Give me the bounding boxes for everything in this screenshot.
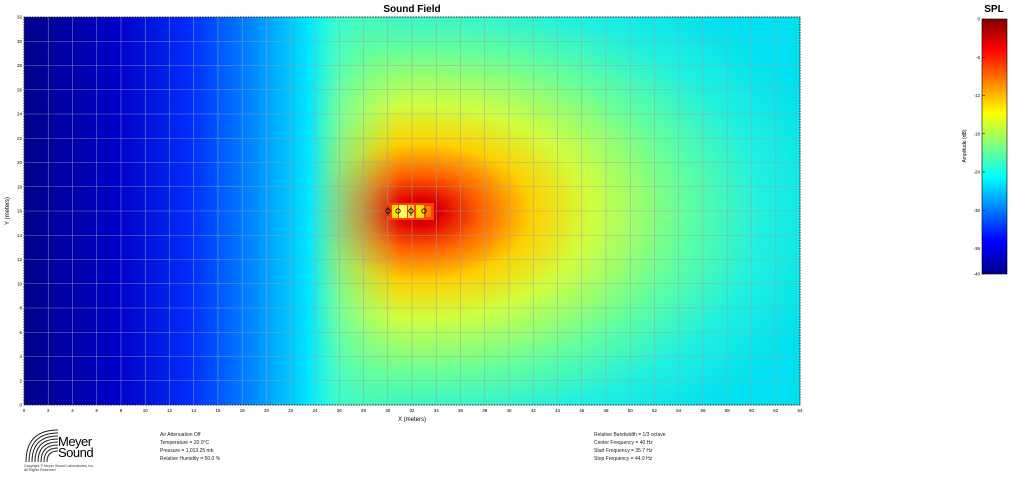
y-tick-label: 28 (17, 63, 23, 68)
logo-waves-icon (25, 429, 58, 462)
x-tick-label: 34 (434, 408, 440, 413)
x-tick-label: 30 (385, 408, 391, 413)
x-axis-ticks: 0 2 4 6 8 10 12 14 16 18 20 22 24 26 28 30 32 34 36 38 40 42 4… (23, 408, 803, 413)
x-tick-label: 16 (215, 408, 221, 413)
x-tick-label: 14 (191, 408, 197, 413)
x-tick-label: 12 (167, 408, 173, 413)
logo-rights: All Rights Reserved (24, 468, 56, 472)
info-center-frequency: Center Frequency = 40 Hz (594, 440, 653, 446)
y-tick-label: 12 (17, 257, 23, 262)
info-stop-frequency: Stop Frequency = 44.9 Hz (594, 456, 653, 462)
plot-frame (23, 16, 801, 406)
meyer-sound-logo: Meyer Sound Copyright © Meyer Sound Labo… (24, 428, 114, 476)
x-tick-label: 44 (555, 408, 561, 413)
info-humidity: Relative Humidity = 50.0 % (160, 456, 221, 462)
colorbar (981, 18, 1008, 275)
x-tick-label: 62 (773, 408, 779, 413)
x-tick-label: 20 (264, 408, 270, 413)
x-tick-label: 0 (23, 408, 26, 413)
x-tick-label: 6 (95, 408, 98, 413)
info-air-attenuation: Air Attenuation Off (160, 432, 201, 438)
x-tick-label: 60 (749, 408, 755, 413)
colorbar-tick-label: -30 (973, 208, 980, 213)
colorbar-tick-label: -40 (973, 272, 980, 277)
x-tick-label: 28 (361, 408, 367, 413)
y-tick-label: 16 (17, 209, 23, 214)
x-tick-label: 26 (337, 408, 343, 413)
y-tick-label: 18 (17, 184, 23, 189)
y-tick-label: 8 (19, 306, 22, 311)
logo-line-1: Meyer (58, 434, 92, 449)
x-tick-label: 38 (482, 408, 488, 413)
colorbar-tick-label: -24 (973, 170, 980, 175)
y-tick-label: 20 (17, 160, 23, 165)
x-tick-label: 8 (120, 408, 123, 413)
atmosphere-info: Air Attenuation Off Temperature = 20.0°C… (160, 431, 220, 463)
chart-title: Sound Field (383, 4, 441, 15)
y-tick-label: 32 (17, 15, 23, 20)
x-tick-label: 58 (725, 408, 731, 413)
y-tick-label: 0 (19, 403, 22, 408)
x-tick-label: 50 (628, 408, 634, 413)
x-tick-label: 54 (676, 408, 682, 413)
x-axis-label: X (meters) (398, 417, 426, 423)
colorbar-ticks: 0 -6 -12 -18 -24 -30 -36 -40 (973, 17, 985, 277)
x-tick-label: 22 (288, 408, 294, 413)
colorbar-tick-label: 0 (977, 17, 980, 22)
colorbar-tick-label: -36 (973, 246, 980, 251)
colorbar-tick-label: -18 (973, 131, 980, 136)
colorbar-tick-label: -6 (976, 55, 980, 60)
frequency-info: Relative Bandwidth = 1/3 octave Center F… (594, 431, 666, 463)
y-tick-label: 4 (19, 354, 22, 359)
y-tick-label: 2 (19, 378, 22, 383)
x-tick-label: 4 (71, 408, 74, 413)
y-tick-label: 10 (17, 281, 23, 286)
y-axis-label: Y (meters) (5, 197, 11, 225)
x-tick-label: 46 (579, 408, 585, 413)
info-start-frequency: Start Frequency = 35.7 Hz (594, 448, 653, 454)
x-tick-label: 2 (47, 408, 50, 413)
x-tick-label: 24 (312, 408, 318, 413)
x-tick-label: 36 (458, 408, 464, 413)
colorbar-label: Amplitude (dB) (962, 129, 968, 162)
colorbar-title: SPL (984, 4, 1004, 15)
y-tick-label: 24 (17, 112, 23, 117)
y-tick-label: 6 (19, 330, 22, 335)
sound-field-plot: 0 2 4 6 8 10 12 14 16 18 20 22 24 26 28 30 32 34 36 38 40 42 4… (5, 15, 1008, 423)
colorbar-tick-label: -12 (973, 93, 980, 98)
y-tick-label: 26 (17, 87, 23, 92)
x-tick-label: 52 (652, 408, 658, 413)
logo-line-2: Sound (58, 445, 94, 460)
x-tick-label: 56 (700, 408, 706, 413)
x-tick-label: 48 (603, 408, 609, 413)
x-tick-label: 40 (506, 408, 512, 413)
info-temperature: Temperature = 20.0°C (160, 440, 210, 446)
x-tick-label: 42 (531, 408, 537, 413)
y-tick-label: 14 (17, 233, 23, 238)
speaker-array-source (385, 203, 434, 220)
x-tick-label: 18 (240, 408, 246, 413)
info-pressure: Pressure = 1,013.25 mb (160, 448, 214, 454)
x-tick-label: 10 (143, 408, 149, 413)
x-tick-label: 64 (797, 408, 803, 413)
logo-copyright: Copyright © Meyer Sound Laboratories, In… (24, 464, 95, 468)
x-tick-label: 32 (409, 408, 415, 413)
y-tick-label: 22 (17, 136, 23, 141)
info-bandwidth: Relative Bandwidth = 1/3 octave (594, 432, 666, 438)
y-tick-label: 30 (17, 39, 23, 44)
